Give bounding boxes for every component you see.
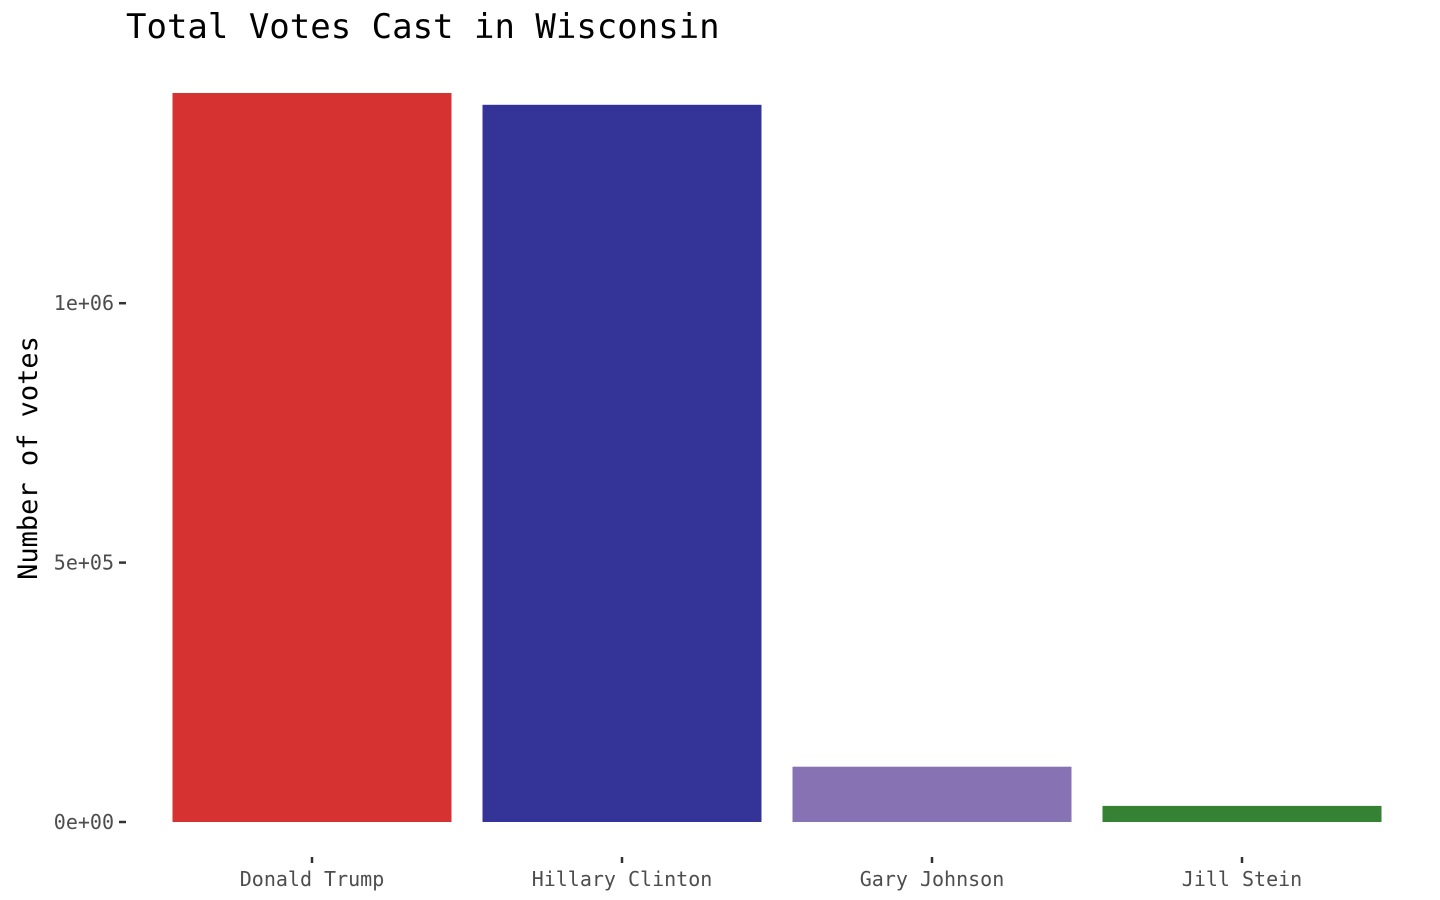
bars-layer <box>172 93 1382 823</box>
bar-gary-johnson <box>792 766 1072 822</box>
bar-hillary-clinton <box>482 104 762 823</box>
x-axis: Donald Trump Hillary Clinton Gary Johnson J… <box>240 857 1302 891</box>
y-axis-title: Number of votes <box>13 336 44 580</box>
x-tick-label: Donald Trump <box>240 867 385 891</box>
chart-title: Total Votes Cast in Wisconsin <box>126 7 720 47</box>
bar-donald-trump <box>172 93 452 822</box>
bar-jill-stein <box>1102 805 1382 822</box>
y-axis: 0e+00 5e+05 1e+06 <box>54 291 126 834</box>
x-tick-label: Gary Johnson <box>860 867 1005 891</box>
y-tick-label: 5e+05 <box>54 551 114 575</box>
x-tick-label: Hillary Clinton <box>532 867 713 891</box>
x-tick-label: Jill Stein <box>1182 867 1302 891</box>
y-tick-label: 0e+00 <box>54 810 114 834</box>
y-tick-label: 1e+06 <box>54 291 114 315</box>
